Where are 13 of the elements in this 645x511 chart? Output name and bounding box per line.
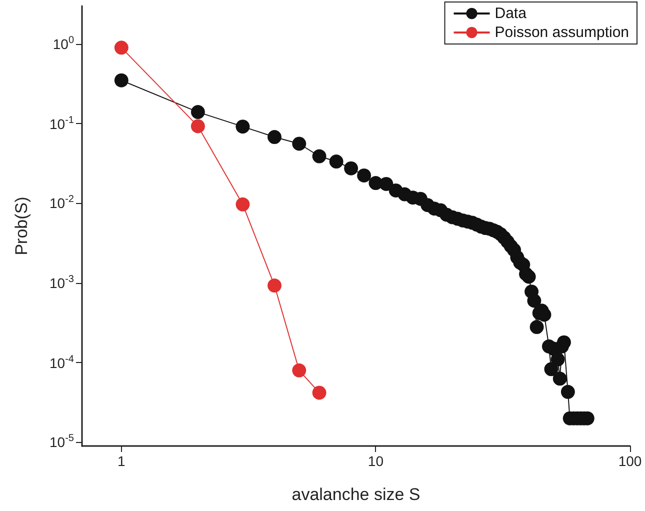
y-tick-label: 10$^{-1}$ — [50, 114, 74, 134]
y-tick-label: 10$^{-5}$ — [50, 432, 74, 452]
y-axis-title: Prob(S) — [12, 196, 31, 256]
y-tick-label: 10$^{0}$ — [52, 34, 74, 54]
y-tick-label: 10$^{-3}$ — [50, 273, 74, 294]
y-tick-label: 10$^{-4}$ — [50, 352, 74, 373]
x-tick-label: 100 — [618, 453, 642, 469]
legend-label: Poisson assumption — [494, 24, 630, 41]
y-tick-label: 10$^{-2}$ — [50, 193, 74, 214]
x-axis-title: avalanche size S — [292, 485, 420, 504]
x-tick-label: 1 — [117, 453, 126, 469]
legend-label: Data — [494, 5, 528, 22]
x-tick-label: 10 — [368, 453, 384, 469]
